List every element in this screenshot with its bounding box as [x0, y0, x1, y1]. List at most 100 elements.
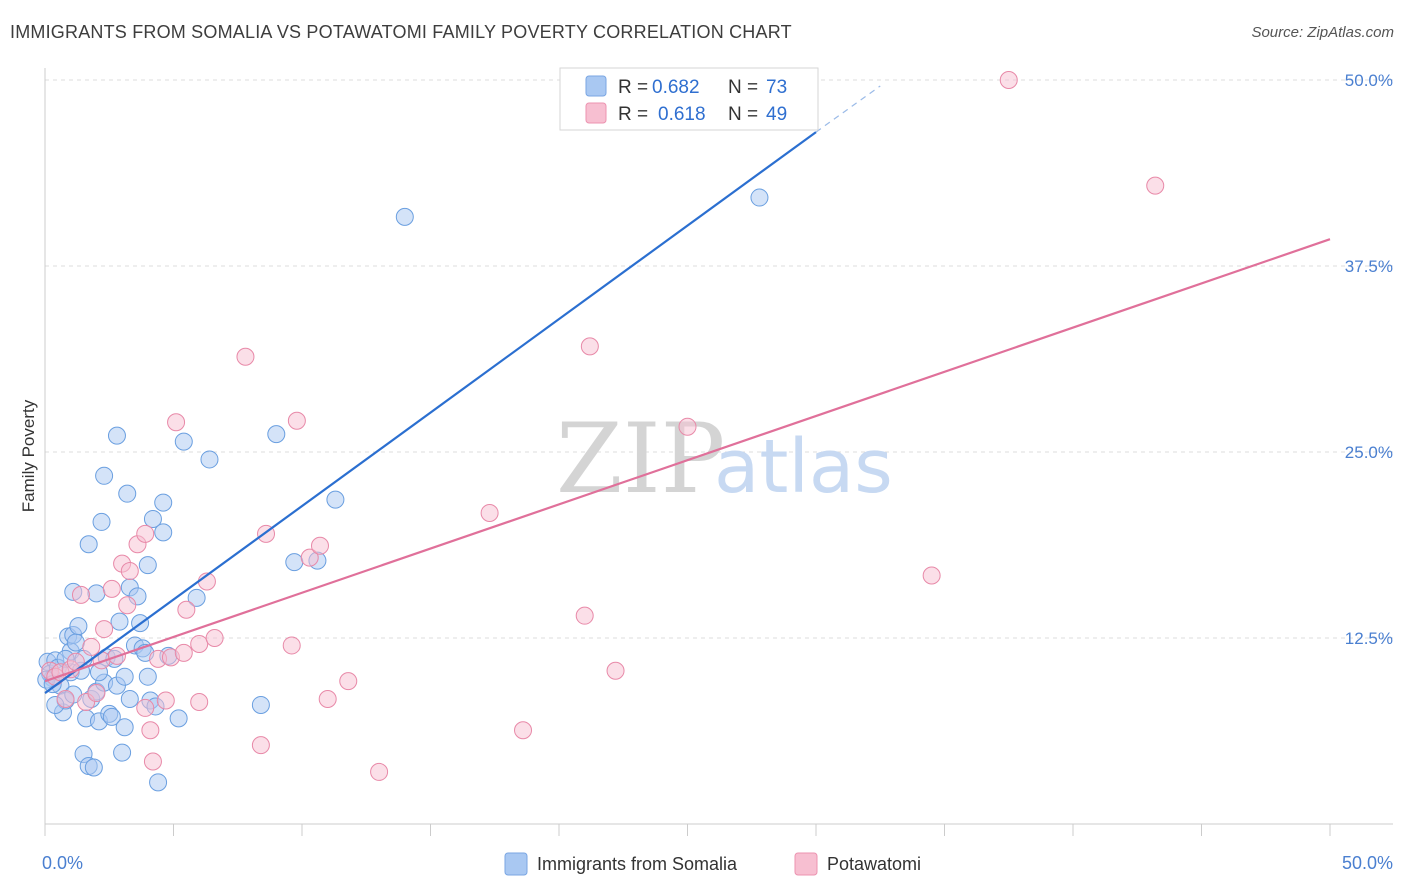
point-potawatomi-46 — [606, 661, 625, 680]
point-somalia-62 — [285, 553, 304, 572]
chart-source: Source: ZipAtlas.com — [1251, 24, 1394, 41]
point-potawatomi-36 — [287, 411, 306, 430]
x-tick-labels: 0.0% 50.0% — [42, 853, 1393, 873]
watermark: ZIP atlas — [556, 403, 893, 515]
chart-title: IMMIGRANTS FROM SOMALIA VS POTAWATOMI FA… — [10, 22, 792, 42]
point-potawatomi-25 — [167, 413, 186, 432]
y-tick-label-0: 12.5% — [1345, 629, 1393, 648]
y-axis-label: Family Poverty — [19, 399, 38, 512]
point-potawatomi-49 — [999, 71, 1018, 89]
point-potawatomi-47 — [678, 417, 697, 436]
point-somalia-23 — [87, 584, 106, 603]
watermark-atlas: atlas — [714, 424, 893, 510]
point-potawatomi-31 — [205, 629, 224, 647]
point-potawatomi-44 — [575, 606, 594, 625]
point-somalia-66 — [750, 188, 769, 207]
legend-swatch-potawatomi — [585, 102, 607, 124]
point-somalia-59 — [200, 450, 219, 469]
legend-n-value-potawatomi: 49 — [766, 104, 787, 125]
point-potawatomi-16 — [120, 562, 139, 581]
point-potawatomi-12 — [102, 579, 121, 598]
point-potawatomi-6 — [71, 585, 90, 604]
watermark-zip: ZIP — [556, 403, 725, 515]
point-somalia-35 — [110, 612, 129, 631]
trend-lines — [44, 85, 1331, 694]
y-tick-label-1: 25.0% — [1345, 443, 1393, 462]
point-potawatomi-23 — [156, 691, 175, 710]
point-somalia-28 — [95, 466, 114, 485]
point-somalia-22 — [84, 758, 103, 777]
point-somalia-31 — [102, 707, 121, 726]
top-legend: R = 0.682 N = 73 R = 0.618 N = 49 — [559, 67, 819, 131]
data-points — [37, 71, 1165, 792]
legend-r-value-somalia: 0.682 — [652, 77, 700, 98]
point-somalia-13 — [66, 633, 85, 652]
point-potawatomi-50 — [1146, 176, 1165, 195]
point-somalia-61 — [267, 425, 286, 444]
point-potawatomi-38 — [310, 536, 329, 555]
point-somalia-34 — [107, 426, 126, 445]
point-potawatomi-15 — [118, 596, 137, 615]
legend-r-value-potawatomi: 0.618 — [658, 104, 706, 125]
point-potawatomi-21 — [143, 752, 162, 771]
point-potawatomi-45 — [580, 337, 599, 356]
point-potawatomi-48 — [922, 566, 941, 585]
bottom-legend-swatch-potawatomi — [794, 852, 818, 876]
point-somalia-64 — [326, 490, 345, 509]
point-somalia-54 — [154, 493, 173, 512]
point-somalia-60 — [251, 695, 270, 714]
bottom-legend-label-potawatomi: Potawatomi — [827, 854, 921, 874]
point-potawatomi-28 — [190, 634, 209, 653]
point-somalia-57 — [174, 432, 193, 451]
point-somalia-36 — [113, 743, 132, 762]
point-somalia-38 — [115, 667, 134, 686]
point-somalia-58 — [187, 588, 206, 607]
point-potawatomi-41 — [370, 762, 389, 781]
point-potawatomi-39 — [318, 690, 337, 709]
legend-n-label-somalia: N = — [728, 77, 758, 98]
point-potawatomi-9 — [87, 684, 106, 703]
point-potawatomi-20 — [141, 721, 160, 740]
legend-n-value-somalia: 73 — [766, 77, 787, 98]
point-somalia-65 — [395, 207, 414, 226]
point-potawatomi-18 — [136, 524, 155, 543]
point-potawatomi-40 — [339, 672, 358, 691]
grid-lines — [45, 79, 1393, 639]
x-tick-label-1: 50.0% — [1342, 853, 1393, 873]
legend-r-label-somalia: R = — [618, 77, 648, 98]
point-potawatomi-26 — [174, 643, 193, 662]
legend-n-label-potawatomi: N = — [728, 104, 758, 125]
point-potawatomi-19 — [136, 698, 155, 717]
point-somalia-52 — [149, 773, 168, 792]
trend-line-potawatomi — [44, 238, 1331, 683]
bottom-legend-swatch-somalia — [504, 852, 528, 876]
point-potawatomi-8 — [82, 637, 101, 656]
legend-swatch-somalia — [585, 75, 607, 97]
point-somalia-47 — [138, 556, 157, 575]
point-somalia-56 — [169, 709, 188, 728]
axes — [44, 68, 1393, 836]
point-somalia-48 — [138, 667, 157, 686]
point-potawatomi-32 — [236, 347, 255, 366]
bottom-legend: Immigrants from Somalia Potawatomi — [504, 852, 921, 876]
x-tick-label-0: 0.0% — [42, 853, 83, 873]
point-somalia-40 — [120, 690, 139, 709]
point-potawatomi-43 — [514, 721, 533, 740]
y-tick-labels: 12.5% 25.0% 37.5% 50.0% — [1345, 71, 1393, 648]
point-somalia-14 — [69, 617, 88, 636]
point-potawatomi-37 — [300, 548, 319, 567]
point-somalia-19 — [79, 535, 98, 554]
point-somalia-26 — [92, 512, 111, 531]
trend-line-extension-somalia — [815, 85, 881, 133]
y-tick-label-2: 37.5% — [1345, 257, 1393, 276]
y-tick-label-3: 50.0% — [1345, 71, 1393, 90]
point-somalia-50 — [143, 509, 162, 528]
bottom-legend-label-somalia: Immigrants from Somalia — [537, 854, 738, 874]
point-somalia-53 — [154, 523, 173, 542]
point-potawatomi-27 — [177, 600, 196, 619]
point-potawatomi-29 — [190, 692, 209, 711]
point-somalia-37 — [115, 718, 134, 737]
point-somalia-39 — [118, 484, 137, 503]
legend-r-label-potawatomi: R = — [618, 104, 648, 125]
